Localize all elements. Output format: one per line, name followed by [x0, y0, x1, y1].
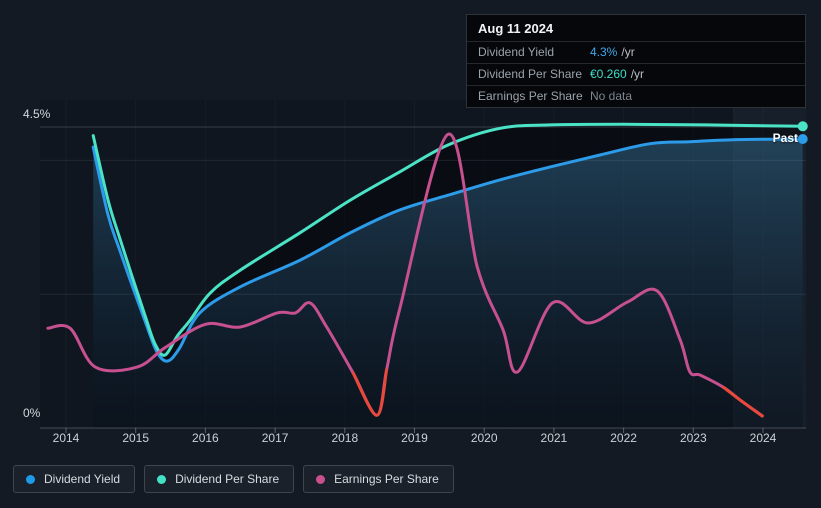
tooltip-row-label: Dividend Yield	[478, 45, 555, 59]
x-axis-label: 2018	[331, 431, 359, 445]
legend-item-dividend-yield[interactable]: Dividend Yield	[13, 465, 136, 493]
tooltip-row-value: €0.260	[590, 67, 627, 81]
tooltip-row-earnings-per-share: Earnings Per Share No data	[467, 85, 805, 107]
x-axis-label: 2019	[401, 431, 428, 445]
tooltip-row-suffix: /yr	[621, 45, 635, 59]
tooltip-row-label: Dividend Per Share	[478, 67, 583, 81]
legend-dot-blue-icon	[26, 474, 35, 484]
x-axis-label: 2020	[470, 431, 498, 445]
past-label: Past	[772, 131, 798, 145]
x-axis-label: 2023	[679, 431, 707, 445]
legend-label: Dividend Yield	[44, 472, 121, 486]
x-axis-label: 2015	[122, 431, 150, 445]
legend-dot-pink-icon	[316, 474, 326, 484]
x-axis-label: 2021	[540, 431, 568, 445]
tooltip-row-label: Earnings Per Share	[478, 89, 583, 103]
chart-tooltip: Aug 11 2024 Dividend Yield 4.3% /yr Divi…	[466, 14, 806, 108]
legend-dot-teal-icon	[157, 474, 167, 484]
chart-legend: Dividend Yield Dividend Per Share Earnin…	[13, 465, 454, 493]
tooltip-row-suffix: /yr	[630, 67, 645, 81]
x-axis-label: 2014	[52, 431, 80, 445]
x-axis-label: 2016	[192, 431, 219, 445]
legend-item-dividend-per-share[interactable]: Dividend Per Share	[144, 465, 295, 493]
legend-label: Dividend Per Share	[175, 472, 280, 486]
y-axis-label-max: 4.5%	[23, 107, 51, 121]
legend-label: Earnings Per Share	[334, 472, 439, 486]
legend-item-earnings-per-share[interactable]: Earnings Per Share	[303, 465, 454, 493]
y-axis-label-zero: 0%	[23, 406, 41, 420]
tooltip-row-value: No data	[590, 89, 633, 103]
x-axis-label: 2022	[610, 431, 637, 445]
tooltip-row-dividend-yield: Dividend Yield 4.3% /yr	[467, 41, 805, 63]
tooltip-date: Aug 11 2024	[478, 21, 554, 36]
x-axis-label: 2024	[749, 431, 777, 445]
tooltip-row-dividend-per-share: Dividend Per Share €0.260 /yr	[467, 63, 805, 85]
x-axis-label: 2017	[261, 431, 289, 445]
tooltip-row-value: 4.3%	[590, 45, 618, 59]
